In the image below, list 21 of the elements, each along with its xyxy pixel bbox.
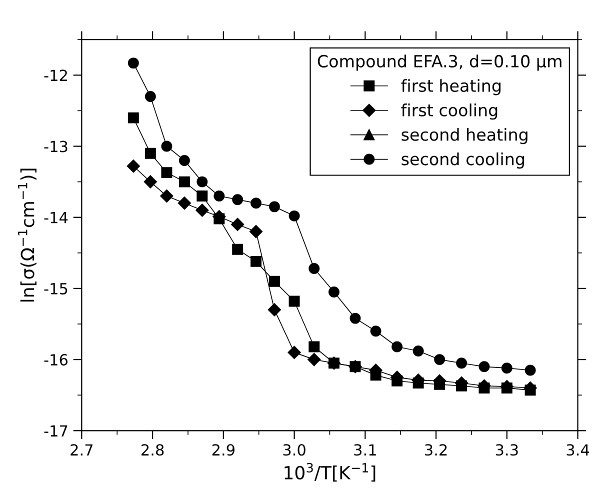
x-tick-label: 3.4 — [566, 444, 590, 456]
legend-label: second cooling — [402, 152, 524, 169]
y-axis-title: ln[σ(Ω$^{−1}$cm$^{−1}$)] — [18, 168, 36, 302]
x-tick-label: 3.3 — [496, 444, 518, 456]
y-tick-label: -16 — [44, 354, 68, 366]
y-tick-label: -13 — [44, 140, 68, 152]
y-tick-label: -12 — [44, 70, 67, 81]
legend-label: first cooling — [401, 104, 498, 120]
x-tick-label: 3.1 — [354, 444, 376, 456]
x-tick-label: 2.9 — [212, 444, 234, 456]
legend-label: first heating — [401, 79, 501, 96]
y-tick-label: -14 — [44, 212, 68, 224]
x-axis-title: 10$^{3}$/T[K$^{−1}$] — [284, 462, 376, 482]
x-tick-label: 2.8 — [142, 444, 164, 456]
legend-title: Compound EFA.3, d=0.10 μm — [318, 54, 562, 71]
x-tick-label: 3.0 — [283, 444, 306, 456]
x-tick-label: 2.7 — [70, 444, 93, 456]
y-tick-label: -15 — [44, 283, 68, 294]
legend-label: second heating — [402, 128, 528, 144]
y-tick-label: -17 — [44, 425, 68, 436]
x-tick-label: 3.2 — [425, 444, 447, 456]
